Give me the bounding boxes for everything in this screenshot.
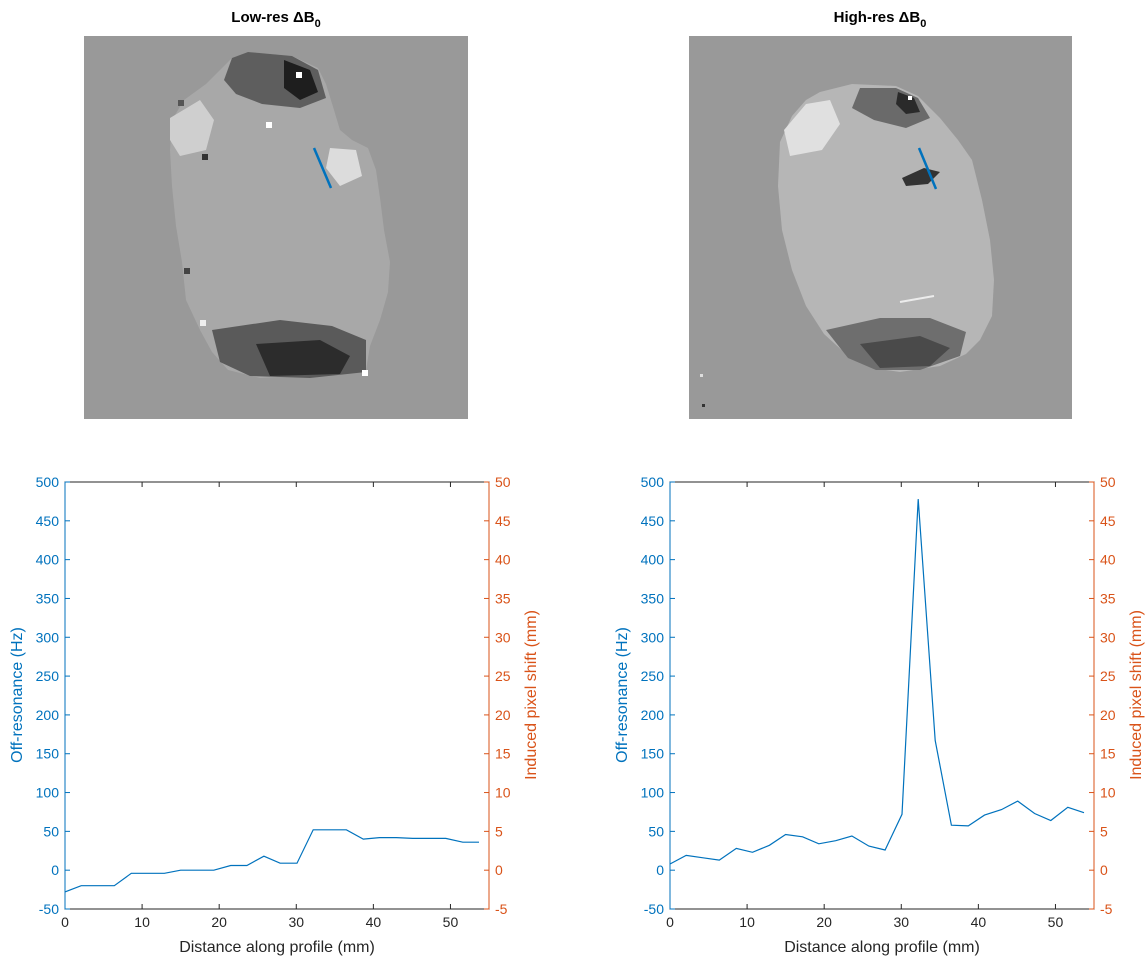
right-tick-label: 35 — [1100, 590, 1116, 606]
x-tick-label: 20 — [816, 914, 832, 930]
plot-box — [669, 481, 1095, 910]
y-tick-label: -50 — [644, 901, 664, 917]
y-tick-label: 150 — [36, 746, 60, 762]
x-tick-label: 30 — [893, 914, 909, 930]
low-res-profile-line — [312, 147, 333, 189]
right-tick-label: 15 — [495, 746, 511, 762]
right-tick-label: 50 — [1100, 474, 1116, 490]
y-tick-label: 450 — [36, 513, 60, 529]
high-res-bright-streak — [899, 295, 935, 303]
low-res-brain-region — [170, 52, 390, 378]
right-tick-label: 40 — [1100, 552, 1116, 568]
y-tick-label: 100 — [36, 785, 60, 801]
right-axis-label: Induced pixel shift (mm) — [1128, 610, 1145, 780]
y-tick-label: 200 — [36, 707, 60, 723]
right-tick-label: 30 — [495, 629, 511, 645]
low-res-profile-chart: 0 10 20 30 40 50-5005010015020025030035040045… — [9, 474, 540, 956]
low-res-top-darkest — [284, 60, 318, 100]
x-axis-label: Distance along profile (mm) — [179, 939, 375, 956]
y-tick-label: 200 — [641, 707, 665, 723]
high-res-bottom-darkest — [860, 336, 950, 368]
x-tick-label: 30 — [288, 914, 304, 930]
x-tick-label: 50 — [443, 914, 459, 930]
high-res-title: High-res ΔB0 — [834, 9, 927, 30]
y-tick-label: 50 — [43, 823, 59, 839]
y-tick-label: 350 — [641, 590, 665, 606]
right-tick-label: 5 — [495, 823, 503, 839]
low-res-pixel-artifact — [296, 72, 302, 78]
left-axis-label: Off-resonance (Hz) — [614, 627, 631, 763]
y-tick-label: 400 — [36, 552, 60, 568]
right-tick-label: 20 — [495, 707, 511, 723]
high-res-brain-region — [778, 84, 994, 372]
right-tick-label: 0 — [1100, 862, 1108, 878]
right-tick-label: -5 — [1100, 901, 1113, 917]
low-res-upper-left-bright — [170, 100, 214, 156]
low-res-pixel-artifact — [184, 268, 190, 274]
high-res-profile-chart: 0 10 20 30 40 50-5005010015020025030035040045… — [614, 474, 1145, 956]
y-tick-label: 300 — [36, 629, 60, 645]
right-tick-label: 25 — [495, 668, 511, 684]
x-tick-label: 40 — [971, 914, 987, 930]
right-tick-label: 50 — [495, 474, 511, 490]
left-axis-label: Off-resonance (Hz) — [9, 627, 26, 763]
right-tick-label: 0 — [495, 862, 503, 878]
y-tick-label: 100 — [641, 785, 665, 801]
right-tick-label: 5 — [1100, 823, 1108, 839]
plot-box — [64, 481, 490, 910]
right-tick-label: -5 — [495, 901, 508, 917]
y-tick-label: 350 — [36, 590, 60, 606]
high-res-upper-bright — [784, 100, 840, 156]
high-res-top-darkest — [896, 92, 920, 114]
low-res-right-bright — [326, 148, 362, 186]
right-tick-label: 20 — [1100, 707, 1116, 723]
x-axis-label: Distance along profile (mm) — [784, 939, 980, 956]
low-res-bottom-darkest — [256, 340, 350, 376]
right-tick-label: 10 — [1100, 785, 1116, 801]
y-tick-label: 50 — [648, 823, 664, 839]
right-axis-label: Induced pixel shift (mm) — [523, 610, 540, 780]
low-res-pixel-artifact — [202, 154, 208, 160]
x-tick-label: 50 — [1048, 914, 1064, 930]
x-tick-label: 40 — [366, 914, 382, 930]
high-res-speck — [700, 374, 703, 377]
right-tick-label: 45 — [495, 513, 511, 529]
low-res-pixel-artifact — [266, 122, 272, 128]
y-tick-label: 0 — [656, 862, 664, 878]
right-tick-label: 40 — [495, 552, 511, 568]
y-tick-label: 450 — [641, 513, 665, 529]
y-tick-label: 400 — [641, 552, 665, 568]
high-res-speck — [702, 404, 705, 407]
off-resonance-line — [64, 829, 479, 893]
low-res-title: Low-res ΔB0 — [231, 9, 320, 30]
y-tick-label: 250 — [36, 668, 60, 684]
x-tick-label: 10 — [739, 914, 755, 930]
y-tick-label: 300 — [641, 629, 665, 645]
right-tick-label: 35 — [495, 590, 511, 606]
right-tick-label: 10 — [495, 785, 511, 801]
off-resonance-line — [669, 499, 1085, 865]
right-tick-label: 15 — [1100, 746, 1116, 762]
low-res-pixel-artifact — [178, 100, 184, 106]
high-res-map-panel: High-res ΔB0 — [689, 9, 1072, 419]
y-tick-label: 250 — [641, 668, 665, 684]
x-tick-label: 10 — [134, 914, 150, 930]
y-tick-label: -50 — [39, 901, 59, 917]
low-res-pixel-artifact — [200, 320, 206, 326]
right-tick-label: 25 — [1100, 668, 1116, 684]
right-tick-label: 45 — [1100, 513, 1116, 529]
x-tick-label: 20 — [211, 914, 227, 930]
low-res-pixel-artifact — [362, 370, 368, 376]
y-tick-label: 500 — [641, 474, 665, 490]
y-tick-label: 0 — [51, 862, 59, 878]
y-tick-label: 500 — [36, 474, 60, 490]
right-tick-label: 30 — [1100, 629, 1116, 645]
high-res-speck — [908, 96, 912, 100]
x-tick-label: 0 — [61, 914, 69, 930]
low-res-map-panel: Low-res ΔB0 — [84, 9, 468, 419]
x-tick-label: 0 — [666, 914, 674, 930]
y-tick-label: 150 — [641, 746, 665, 762]
high-res-profile-line — [917, 147, 938, 190]
